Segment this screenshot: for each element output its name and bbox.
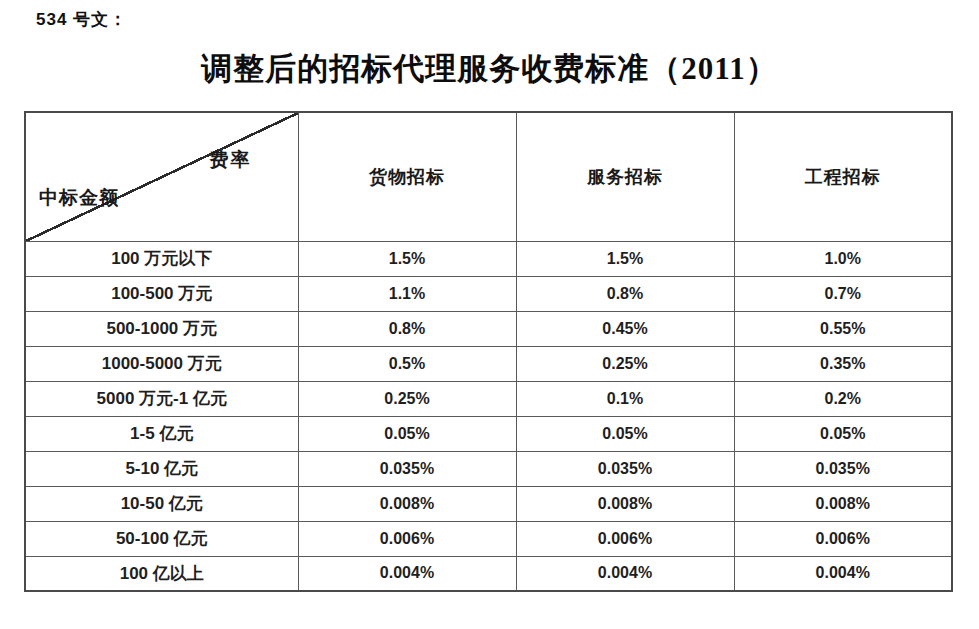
fee-cell: 0.55% <box>734 311 952 346</box>
corner-label-bid-amount: 中标金额 <box>39 185 119 211</box>
fee-cell: 0.05% <box>298 416 516 451</box>
amount-range-cell: 100 万元以下 <box>25 241 298 276</box>
amount-range-cell: 100 亿以上 <box>25 556 298 591</box>
table-row: 100 万元以下 1.5% 1.5% 1.0% <box>25 241 952 276</box>
fee-cell: 0.1% <box>516 381 734 416</box>
fee-cell: 0.006% <box>298 521 516 556</box>
table-row: 500-1000 万元 0.8% 0.45% 0.55% <box>25 311 952 346</box>
amount-range-cell: 5-10 亿元 <box>25 451 298 486</box>
diagonal-corner-cell: 费率 中标金额 <box>25 112 298 241</box>
fee-cell: 0.008% <box>516 486 734 521</box>
fee-cell: 0.006% <box>516 521 734 556</box>
fee-cell: 0.45% <box>516 311 734 346</box>
fee-cell: 1.5% <box>516 241 734 276</box>
table-row: 50-100 亿元 0.006% 0.006% 0.006% <box>25 521 952 556</box>
table-row: 10-50 亿元 0.008% 0.008% 0.008% <box>25 486 952 521</box>
table-header-row: 费率 中标金额 货物招标 服务招标 工程招标 <box>25 112 952 241</box>
fee-cell: 0.5% <box>298 346 516 381</box>
fee-cell: 0.004% <box>298 556 516 591</box>
fee-cell: 0.25% <box>298 381 516 416</box>
fee-cell: 0.008% <box>734 486 952 521</box>
fee-cell: 0.7% <box>734 276 952 311</box>
amount-range-cell: 1-5 亿元 <box>25 416 298 451</box>
fee-cell: 0.2% <box>734 381 952 416</box>
table-row: 100 亿以上 0.004% 0.004% 0.004% <box>25 556 952 591</box>
fee-cell: 0.05% <box>734 416 952 451</box>
table-row: 5000 万元-1 亿元 0.25% 0.1% 0.2% <box>25 381 952 416</box>
amount-range-cell: 5000 万元-1 亿元 <box>25 381 298 416</box>
fee-cell: 1.5% <box>298 241 516 276</box>
column-header-goods: 货物招标 <box>298 112 516 241</box>
fee-cell: 0.004% <box>516 556 734 591</box>
column-header-engineering: 工程招标 <box>734 112 952 241</box>
fee-cell: 0.35% <box>734 346 952 381</box>
fee-cell: 0.035% <box>734 451 952 486</box>
fee-cell: 0.008% <box>298 486 516 521</box>
fee-cell: 0.8% <box>516 276 734 311</box>
amount-range-cell: 1000-5000 万元 <box>25 346 298 381</box>
corner-label-fee-rate: 费率 <box>210 147 252 173</box>
fee-cell: 0.8% <box>298 311 516 346</box>
fee-cell: 0.25% <box>516 346 734 381</box>
table-row: 1-5 亿元 0.05% 0.05% 0.05% <box>25 416 952 451</box>
amount-range-cell: 500-1000 万元 <box>25 311 298 346</box>
amount-range-cell: 100-500 万元 <box>25 276 298 311</box>
table-row: 1000-5000 万元 0.5% 0.25% 0.35% <box>25 346 952 381</box>
amount-range-cell: 10-50 亿元 <box>25 486 298 521</box>
document-page: 534 号文： 调整后的招标代理服务收费标准（2011） 费率 中标金额 货物招… <box>0 0 979 629</box>
amount-range-cell: 50-100 亿元 <box>25 521 298 556</box>
page-title: 调整后的招标代理服务收费标准（2011） <box>0 48 979 90</box>
column-header-services: 服务招标 <box>516 112 734 241</box>
document-number-label: 534 号文： <box>36 8 127 31</box>
fee-cell: 0.035% <box>516 451 734 486</box>
fee-cell: 0.004% <box>734 556 952 591</box>
fee-cell: 0.006% <box>734 521 952 556</box>
fee-cell: 0.05% <box>516 416 734 451</box>
fee-cell: 1.0% <box>734 241 952 276</box>
fee-cell: 1.1% <box>298 276 516 311</box>
table-row: 5-10 亿元 0.035% 0.035% 0.035% <box>25 451 952 486</box>
table-row: 100-500 万元 1.1% 0.8% 0.7% <box>25 276 952 311</box>
fee-cell: 0.035% <box>298 451 516 486</box>
fee-standard-table: 费率 中标金额 货物招标 服务招标 工程招标 100 万元以下 1.5% 1.5… <box>24 111 953 592</box>
